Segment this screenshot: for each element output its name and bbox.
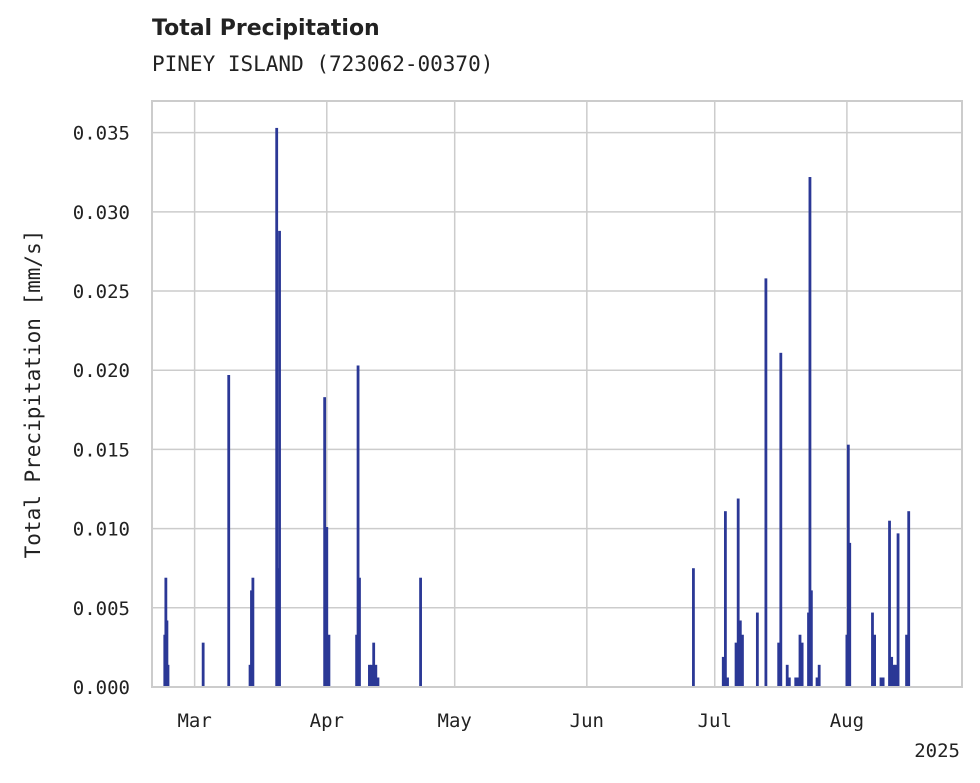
precip-bar	[370, 664, 373, 687]
precip-bar	[692, 568, 695, 687]
y-axis-label: Total Precipitation [mm/s]	[21, 230, 45, 559]
y-axis-ticks: 0.000 0.005 0.010 0.015 0.020 0.025 0.030 0.035	[73, 123, 130, 699]
bars	[163, 127, 911, 688]
precip-bar	[726, 677, 729, 687]
y-tick-label: 0.000	[73, 677, 130, 699]
x-tick-label: Aug	[830, 710, 864, 732]
chart-subtitle: PINEY ISLAND (723062-00370)	[152, 52, 494, 76]
x-tick-label: Jul	[698, 710, 732, 732]
precip-bar	[848, 542, 852, 687]
precip-bar	[879, 677, 883, 687]
precip-bar	[888, 520, 891, 687]
precip-bar	[278, 230, 281, 687]
precip-bar	[896, 533, 900, 687]
precip-bar	[905, 634, 908, 687]
precip-bar	[890, 656, 894, 687]
precip-bar	[723, 511, 727, 687]
precip-bar	[736, 498, 740, 687]
precip-bar	[779, 352, 783, 687]
y-tick-label: 0.030	[73, 202, 130, 224]
x-tick-label: Jun	[570, 710, 604, 732]
precip-bar	[166, 664, 170, 687]
precip-bar	[738, 620, 742, 687]
precip-bar	[894, 664, 898, 687]
precip-bar	[368, 664, 371, 687]
precip-bar	[250, 590, 253, 687]
precip-bar	[374, 664, 378, 687]
x-tick-label: Mar	[177, 710, 211, 732]
y-tick-label: 0.025	[73, 281, 130, 303]
precip-bar	[741, 634, 744, 687]
precip-bar	[800, 642, 804, 687]
precip-bar	[355, 634, 359, 687]
precip-bar	[419, 577, 422, 687]
precip-bar	[785, 664, 789, 687]
precip-bar	[358, 577, 361, 687]
precip-bar	[809, 590, 813, 687]
precip-bar	[275, 127, 279, 688]
precip-bar	[846, 444, 850, 687]
precip-bar	[323, 397, 327, 687]
precip-bar	[881, 677, 885, 687]
precip-bar	[796, 677, 800, 687]
y-tick-label: 0.035	[73, 123, 130, 145]
precip-bar	[721, 656, 725, 687]
precip-bar	[325, 527, 329, 687]
x-tick-label: May	[438, 710, 472, 732]
precip-bar	[764, 278, 768, 687]
precip-bar	[376, 677, 380, 687]
precip-bar	[807, 612, 810, 687]
precip-bar	[227, 374, 231, 687]
chart-title: Total Precipitation	[152, 16, 380, 41]
precip-bar	[372, 642, 376, 687]
y-tick-label: 0.015	[73, 439, 130, 461]
y-tick-label: 0.005	[73, 598, 130, 620]
x-tick-label: Apr	[310, 710, 344, 732]
precip-bar	[873, 634, 877, 687]
precip-bar	[815, 677, 819, 687]
precip-bar	[787, 677, 791, 687]
precip-bar	[755, 612, 759, 687]
precip-bar	[892, 664, 896, 687]
precip-bar	[798, 634, 802, 687]
precip-bar	[248, 664, 252, 687]
precip-bar	[871, 612, 874, 687]
y-tick-label: 0.020	[73, 360, 130, 382]
precip-bar	[777, 642, 781, 687]
precip-bar	[276, 568, 280, 687]
precip-bar	[251, 577, 255, 687]
grid	[152, 101, 962, 688]
precip-bar	[356, 365, 360, 687]
precip-bar	[327, 634, 331, 687]
precip-bar	[808, 177, 812, 688]
precip-bar	[817, 664, 821, 687]
precip-bar	[165, 620, 169, 687]
precip-bar	[201, 642, 205, 687]
precip-bar	[734, 642, 738, 687]
precip-bar	[845, 634, 849, 687]
precip-bar	[794, 677, 798, 687]
y-tick-label: 0.010	[73, 519, 130, 541]
x-axis-year-label: 2025	[914, 740, 960, 762]
plot-frame	[151, 100, 963, 688]
precip-bar	[907, 511, 911, 687]
x-axis-ticks: Mar Apr May Jun Jul Aug	[177, 710, 864, 732]
